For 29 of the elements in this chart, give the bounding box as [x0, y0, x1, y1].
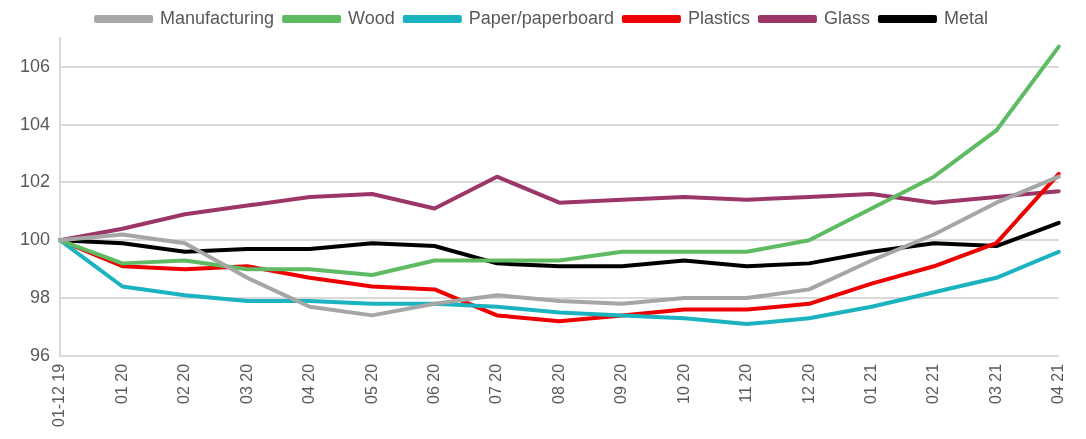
x-tick-label: 03 21	[986, 363, 1004, 404]
y-tick-label: 102	[19, 171, 51, 192]
x-tick-label: 02 20	[175, 363, 193, 404]
legend-label: Plastics	[687, 7, 750, 28]
x-tick-label: 06 20	[424, 363, 442, 404]
x-tick-label: 02 21	[924, 363, 942, 404]
legend-label: Metal	[943, 7, 988, 28]
legend-label: Manufacturing	[160, 7, 275, 28]
x-tick-label: 01 21	[861, 363, 879, 404]
x-tick-label: 08 20	[549, 363, 567, 404]
legend-label: Paper/paperboard	[468, 7, 614, 28]
y-tick-label: 100	[19, 229, 51, 250]
legend-label: Glass	[823, 7, 870, 28]
x-tick-label: 09 20	[612, 363, 630, 404]
y-tick-label: 98	[30, 287, 51, 308]
x-tick-label: 04 20	[300, 363, 318, 404]
x-tick-label: 01 20	[112, 363, 130, 404]
x-tick-label: 10 20	[674, 363, 692, 404]
x-tick-label: 03 20	[237, 363, 255, 404]
x-tick-label: 05 20	[362, 363, 380, 404]
y-tick-label: 106	[19, 55, 51, 76]
x-tick-label: 12 20	[799, 363, 817, 404]
x-tick-label: 01-12 19	[50, 363, 68, 428]
x-tick-label: 04 21	[1049, 363, 1067, 404]
y-tick-label: 96	[30, 344, 51, 365]
legend-label: Wood	[348, 7, 395, 28]
x-tick-label: 07 20	[487, 363, 505, 404]
x-tick-label: 11 20	[737, 363, 755, 403]
y-tick-label: 104	[19, 113, 51, 134]
